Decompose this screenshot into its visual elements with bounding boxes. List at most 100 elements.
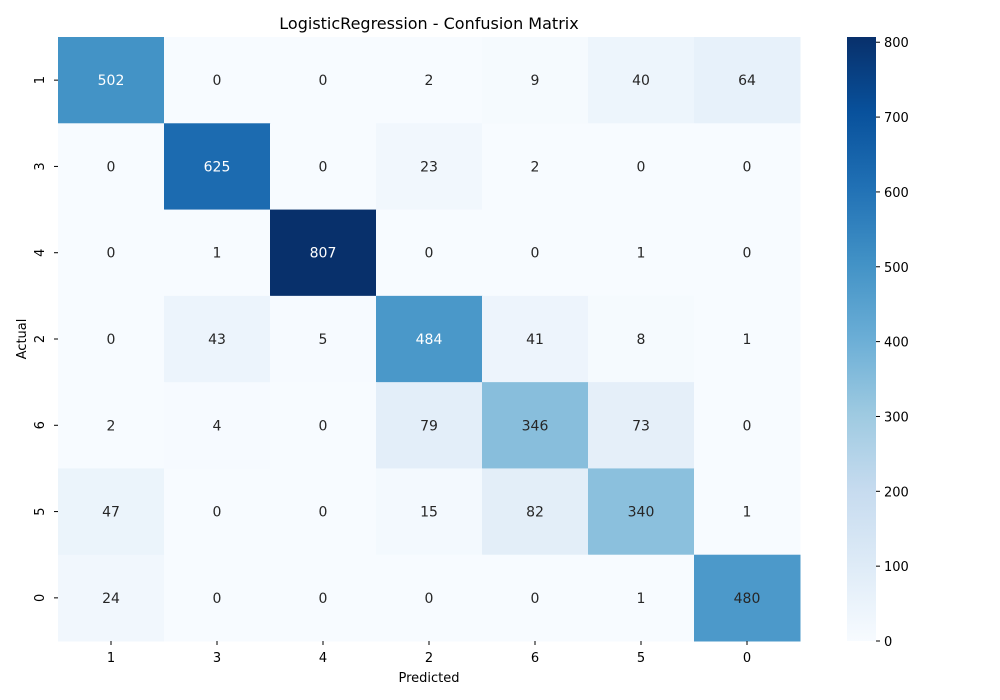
- heatmap-cell: [482, 209, 589, 297]
- chart-title: LogisticRegression - Confusion Matrix: [279, 14, 578, 33]
- heatmap-cell: [482, 37, 589, 124]
- cell-value-label: 1: [743, 332, 752, 348]
- heatmap-cell: [588, 37, 695, 124]
- cell-value-label: 41: [526, 332, 544, 348]
- heatmap-cell: [270, 37, 377, 124]
- cell-value-label: 0: [743, 246, 752, 262]
- x-tick-label: 3: [213, 651, 221, 666]
- colorbar-tick-label: 200: [884, 485, 909, 500]
- cell-value-label: 0: [213, 591, 222, 607]
- colorbar-tick-label: 500: [884, 261, 909, 276]
- heatmap-cell: [694, 209, 801, 297]
- heatmap-cell: [376, 295, 483, 383]
- colorbar: [847, 37, 876, 641]
- heatmap-cell: [270, 468, 377, 556]
- cell-value-label: 0: [319, 73, 328, 89]
- heatmap-cell: [270, 209, 377, 297]
- heatmap-cell: [164, 123, 271, 211]
- heatmap-cell: [270, 382, 377, 469]
- heatmap-cell: [58, 209, 165, 297]
- cell-value-label: 43: [208, 332, 226, 348]
- cell-value-label: 0: [531, 246, 540, 262]
- heatmap-cell: [588, 382, 695, 469]
- x-tick-label: 1: [107, 651, 115, 666]
- heatmap-cell: [376, 37, 483, 124]
- cell-value-label: 82: [526, 505, 544, 521]
- x-tick-label: 2: [425, 651, 433, 666]
- heatmap-cell: [482, 295, 589, 383]
- cell-value-label: 1: [743, 505, 752, 521]
- heatmap-cells: [58, 37, 801, 642]
- heatmap-cell: [588, 295, 695, 383]
- y-tick-label: 6: [33, 421, 48, 429]
- cell-value-label: 0: [531, 591, 540, 607]
- heatmap-cell: [270, 295, 377, 383]
- heatmap-cell: [164, 554, 271, 642]
- heatmap-cell: [694, 295, 801, 383]
- y-tick-label: 2: [33, 335, 48, 343]
- cell-value-label: 24: [102, 591, 120, 607]
- y-tick-label: 1: [33, 76, 48, 84]
- colorbar-tick-label: 100: [884, 560, 909, 575]
- cell-value-label: 0: [743, 418, 752, 434]
- heatmap-cell: [270, 123, 377, 211]
- heatmap-cell: [694, 382, 801, 469]
- cell-value-label: 807: [310, 246, 337, 262]
- heatmap-cell: [376, 554, 483, 642]
- cell-value-label: 4: [213, 418, 222, 434]
- cell-value-label: 5: [319, 332, 328, 348]
- heatmap-cell: [58, 295, 165, 383]
- cell-value-label: 47: [102, 505, 120, 521]
- cell-value-label: 0: [743, 159, 752, 175]
- heatmap-cell: [376, 209, 483, 297]
- cell-value-label: 1: [637, 591, 646, 607]
- heatmap-cell: [694, 37, 801, 124]
- cell-value-label: 1: [637, 246, 646, 262]
- cell-value-label: 480: [734, 591, 761, 607]
- heatmap-cell: [58, 554, 165, 642]
- cell-value-label: 15: [420, 505, 438, 521]
- colorbar-tick-label: 300: [884, 410, 909, 425]
- cell-value-label: 0: [319, 505, 328, 521]
- cell-value-label: 0: [425, 246, 434, 262]
- heatmap-cell: [588, 123, 695, 211]
- cell-value-label: 0: [213, 505, 222, 521]
- cell-value-label: 502: [98, 73, 125, 89]
- cell-value-label: 73: [632, 418, 650, 434]
- heatmap-cell: [164, 209, 271, 297]
- cell-value-label: 346: [522, 418, 549, 434]
- cell-value-label: 0: [107, 332, 116, 348]
- y-tick-label: 0: [33, 594, 48, 602]
- cell-value-label: 0: [107, 159, 116, 175]
- heatmap-cell: [482, 554, 589, 642]
- heatmap-cell: [588, 554, 695, 642]
- cell-value-label: 340: [628, 505, 655, 521]
- colorbar-tick-label: 400: [884, 336, 909, 351]
- cell-value-label: 9: [531, 73, 540, 89]
- x-axis-ticks: 1 3 4 2 6 5 0: [107, 641, 751, 666]
- cell-value-label: 2: [531, 159, 540, 175]
- heatmap-cell: [588, 209, 695, 297]
- heatmap-cell: [164, 37, 271, 124]
- colorbar-tick-label: 800: [884, 36, 909, 51]
- heatmap-cell: [376, 468, 483, 556]
- cell-value-label: 0: [319, 418, 328, 434]
- heatmap-cell: [694, 468, 801, 556]
- heatmap-cell: [482, 123, 589, 211]
- colorbar-tick-label: 0: [884, 635, 892, 650]
- colorbar-tick-label: 700: [884, 111, 909, 126]
- x-tick-label: 6: [531, 651, 539, 666]
- colorbar-tick-label: 600: [884, 186, 909, 201]
- heatmap-cell: [164, 382, 271, 469]
- heatmap-cell-labels: 502 0 0 2 9 40 640 625 0 23 2 0 00 1 807 0 0 1 00 43 5 484 41 8…: [98, 73, 761, 607]
- cell-value-label: 625: [204, 159, 231, 175]
- heatmap-cell: [58, 123, 165, 211]
- cell-value-label: 0: [319, 591, 328, 607]
- cell-value-label: 79: [420, 418, 438, 434]
- y-tick-label: 3: [33, 162, 48, 170]
- x-tick-label: 4: [319, 651, 327, 666]
- x-axis-label: Predicted: [398, 671, 459, 686]
- cell-value-label: 1: [213, 246, 222, 262]
- heatmap-cell: [482, 382, 589, 469]
- cell-value-label: 2: [107, 418, 116, 434]
